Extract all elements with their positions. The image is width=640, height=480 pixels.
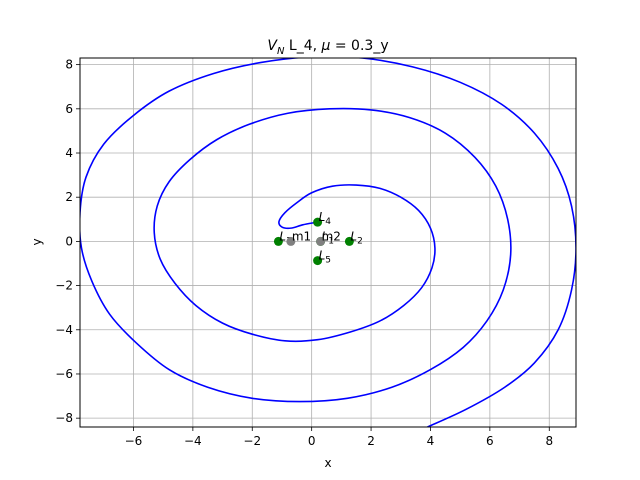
y-axis-label: y (30, 238, 44, 245)
x-tick-label: −4 (184, 434, 202, 448)
x-tick-label: 2 (367, 434, 375, 448)
point-l2 (344, 236, 354, 246)
point-label-m1: m1 (292, 229, 311, 243)
chart-title: VN L_4, μ = 0.3_y (267, 38, 388, 57)
x-tick-label: 6 (486, 434, 494, 448)
x-tick-label: 8 (545, 434, 553, 448)
title-prefix-sub: N (277, 46, 285, 57)
y-tick-label: 0 (65, 234, 73, 248)
x-tick-label: 0 (308, 434, 316, 448)
point-m1 (286, 236, 296, 246)
grid (80, 58, 576, 427)
x-axis-label: x (324, 456, 331, 470)
title-middle: L_4, (284, 38, 321, 54)
point-m2 (316, 236, 326, 246)
y-tick-label: −6 (55, 367, 73, 381)
axes-frame (79, 57, 577, 428)
title-mu: μ (321, 38, 331, 54)
y-tick-label: 8 (65, 58, 73, 72)
point-label-l4: L4 (319, 210, 332, 227)
point-label-l1: L1 (322, 229, 334, 246)
y-tick-label: 6 (65, 102, 73, 116)
axis-ticks: −6 −4 −2 0 2 4 6 8 −8 −6 −4 −2 0 2 4 6 8 (55, 58, 553, 448)
y-tick-label: 2 (65, 190, 73, 204)
x-tick-label: −6 (125, 434, 143, 448)
point-l3 (273, 236, 283, 246)
x-tick-label: −2 (243, 434, 261, 448)
y-tick-label: −8 (55, 411, 73, 425)
y-tick-label: −2 (55, 279, 73, 293)
x-tick-label: 4 (427, 434, 435, 448)
point-l4 (313, 217, 323, 227)
title-prefix: V (267, 38, 278, 54)
point-l5 (313, 256, 323, 266)
point-label-l5: L5 (319, 249, 331, 266)
special-points: L4L5L3L2L1m1m2 (273, 210, 363, 266)
title-suffix: = 0.3_y (330, 38, 388, 54)
y-tick-label: 4 (65, 146, 73, 160)
y-tick-label: −4 (55, 323, 73, 337)
point-label-m2: m2 (322, 229, 341, 243)
point-label-l2: L2 (350, 229, 362, 246)
